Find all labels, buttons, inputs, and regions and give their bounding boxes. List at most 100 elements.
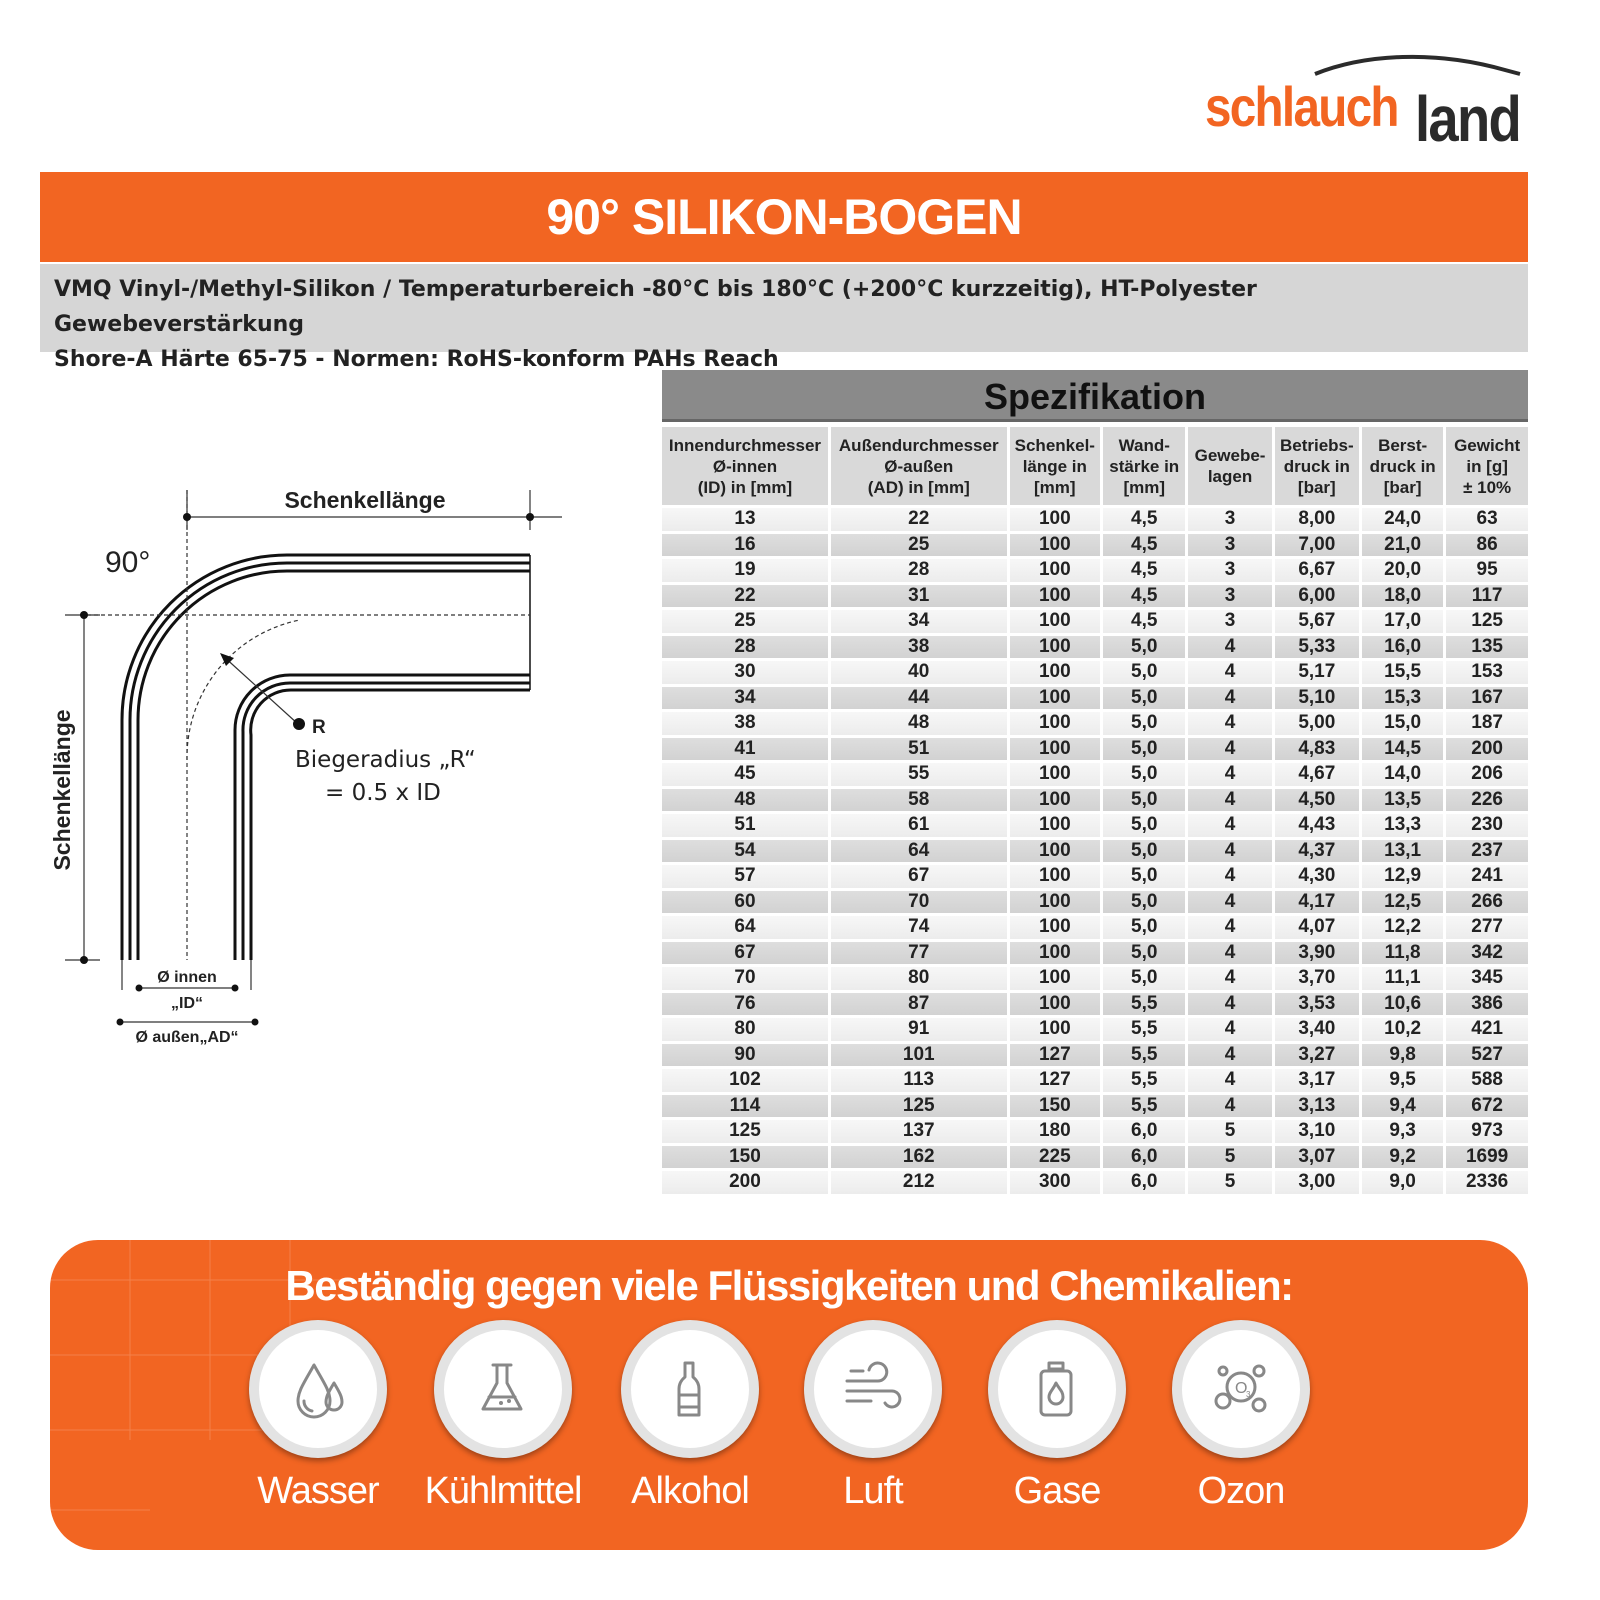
table-cell: 386 [1446, 992, 1528, 1015]
table-cell: 125 [1446, 610, 1528, 633]
bottle-icon [677, 1361, 701, 1417]
table-cell: 4,37 [1274, 839, 1360, 862]
table-cell: 100 [1009, 967, 1101, 990]
table-cell: 588 [1446, 1069, 1528, 1092]
table-cell: 11,8 [1362, 941, 1444, 964]
table-cell: 125 [662, 1120, 828, 1143]
table-cell: 67 [662, 941, 828, 964]
column-header-line: Berst- [1378, 435, 1428, 455]
gas-cylinder-icon [1039, 1361, 1073, 1417]
table-row: 200 212 300 6,0 5 3,00 9,0 2336 [662, 1171, 1528, 1194]
table-cell: 5,17 [1274, 661, 1360, 684]
table-cell: 60 [662, 890, 828, 913]
table-cell: 34 [830, 610, 1007, 633]
table-cell: 9,5 [1362, 1069, 1444, 1092]
column-header-line: Betriebs- [1279, 435, 1354, 455]
table-cell: 200 [662, 1171, 828, 1194]
spec-table: Innendurchmesser Ø-innen (ID) in [mm] Außen… [659, 424, 1531, 1197]
table-cell: 100 [1009, 890, 1101, 913]
table-cell: 100 [1009, 941, 1101, 964]
table-cell: 226 [1446, 788, 1528, 811]
page-title: 90° SILIKON-BOGEN [40, 172, 1528, 262]
table-cell: 87 [830, 992, 1007, 1015]
table-cell: 5,0 [1103, 967, 1186, 990]
water-drops-icon [296, 1363, 344, 1419]
table-cell: 5,0 [1103, 661, 1186, 684]
table-row: 13 22 100 4,5 3 8,00 24,0 63 [662, 508, 1528, 531]
table-cell: 100 [1009, 686, 1101, 709]
table-cell: 3,07 [1274, 1145, 1360, 1168]
resistance-title: Beständig gegen viele Flüssigkeiten und … [285, 1262, 1294, 1309]
table-cell: 100 [1009, 584, 1101, 607]
table-cell: 5,00 [1274, 712, 1360, 735]
table-cell: 41 [662, 737, 828, 760]
table-cell: 10,2 [1362, 1018, 1444, 1041]
table-cell: 22 [830, 508, 1007, 531]
table-row: 64 74 100 5,0 4 4,07 12,2 277 [662, 916, 1528, 939]
column-header-line: druck in [1283, 456, 1350, 476]
table-cell: 5,0 [1103, 916, 1186, 939]
table-row: 54 64 100 5,0 4 4,37 13,1 237 [662, 839, 1528, 862]
table-cell: 4 [1188, 967, 1272, 990]
table-cell: 5,5 [1103, 1043, 1186, 1066]
table-cell: 527 [1446, 1043, 1528, 1066]
table-cell: 5 [1188, 1145, 1272, 1168]
column-header-line: (ID) in [mm] [697, 477, 793, 497]
description-line-1: VMQ Vinyl-/Methyl-Silikon / Temperaturbe… [54, 277, 1257, 337]
table-cell: 4 [1188, 763, 1272, 786]
column-header: Schenkel-länge in [mm] [1009, 427, 1101, 505]
table-cell: 80 [662, 1018, 828, 1041]
table-cell: 15,3 [1362, 686, 1444, 709]
table-cell: 237 [1446, 839, 1528, 862]
column-header-line: Gewicht [1454, 435, 1521, 455]
table-row: 102 113 127 5,5 4 3,17 9,5 588 [662, 1069, 1528, 1092]
table-cell: 3 [1188, 533, 1272, 556]
table-cell: 100 [1009, 610, 1101, 633]
table-cell: 9,0 [1362, 1171, 1444, 1194]
resistance-item: Gase [967, 1320, 1147, 1513]
description-line-2: Shore-A Härte 65-75 - Normen: RoHS-konfo… [54, 347, 779, 372]
table-cell: 266 [1446, 890, 1528, 913]
table-cell: 6,0 [1103, 1171, 1186, 1194]
table-row: 45 55 100 5,0 4 4,67 14,0 206 [662, 763, 1528, 786]
table-row: 80 91 100 5,5 4 3,40 10,2 421 [662, 1018, 1528, 1041]
table-cell: 4,5 [1103, 584, 1186, 607]
column-header-line: Ø-innen [712, 456, 778, 476]
resistance-label: Luft [843, 1470, 903, 1512]
table-row: 28 38 100 5,0 4 5,33 16,0 135 [662, 635, 1528, 658]
table-cell: 102 [662, 1069, 828, 1092]
table-cell: 3 [1188, 610, 1272, 633]
table-cell: 63 [1446, 508, 1528, 531]
table-row: 38 48 100 5,0 4 5,00 15,0 187 [662, 712, 1528, 735]
table-cell: 5,5 [1103, 1018, 1186, 1041]
resistance-label: Kühlmittel [424, 1470, 583, 1512]
table-cell: 5,5 [1103, 992, 1186, 1015]
table-cell: 13,5 [1362, 788, 1444, 811]
table-cell: 4,83 [1274, 737, 1360, 760]
table-cell: 38 [662, 712, 828, 735]
table-cell: 4,07 [1274, 916, 1360, 939]
table-cell: 101 [830, 1043, 1007, 1066]
table-cell: 3 [1188, 508, 1272, 531]
table-cell: 100 [1009, 865, 1101, 888]
inner-diameter-label: Ø innen [157, 969, 217, 986]
column-header-line: Innendurchmesser [668, 435, 822, 455]
wind-icon [845, 1361, 902, 1409]
icon-badge [988, 1320, 1126, 1458]
table-cell: 200 [1446, 737, 1528, 760]
table-cell: 8,00 [1274, 508, 1360, 531]
table-cell: 55 [830, 763, 1007, 786]
table-cell: 4 [1188, 635, 1272, 658]
table-cell: 57 [662, 865, 828, 888]
table-cell: 13 [662, 508, 828, 531]
material-description: VMQ Vinyl-/Methyl-Silikon / Temperaturbe… [40, 264, 1528, 372]
table-cell: 4 [1188, 1094, 1272, 1117]
table-cell: 22 [662, 584, 828, 607]
table-cell: 277 [1446, 916, 1528, 939]
table-cell: 113 [830, 1069, 1007, 1092]
column-header-line: Außendurchmesser [838, 435, 999, 455]
table-cell: 4 [1188, 712, 1272, 735]
logo-text-orange: schlauch [1205, 75, 1399, 138]
table-cell: 100 [1009, 814, 1101, 837]
table-cell: 6,67 [1274, 559, 1360, 582]
